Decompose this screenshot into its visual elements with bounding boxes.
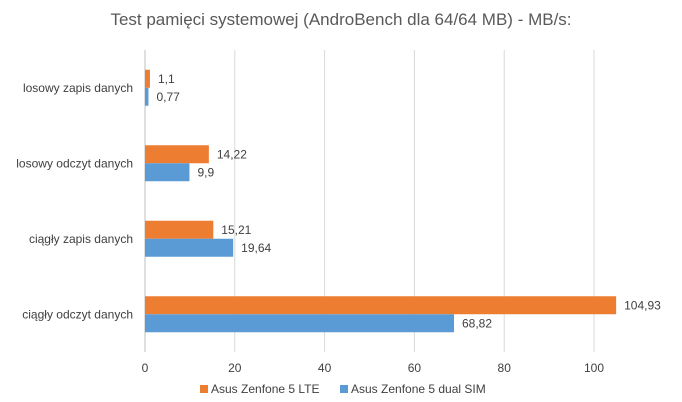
x-tick-label: 80 xyxy=(498,361,512,375)
legend-swatch xyxy=(340,385,348,393)
bar xyxy=(145,314,455,333)
legend-label: Asus Zenfone 5 dual SIM xyxy=(351,382,486,396)
bar xyxy=(145,296,617,315)
bar xyxy=(145,220,214,239)
data-label: 104,93 xyxy=(624,298,661,312)
legend-swatch xyxy=(200,385,208,393)
legend-label: Asus Zenfone 5 LTE xyxy=(211,382,320,396)
data-label: 0,77 xyxy=(156,90,180,104)
bar xyxy=(145,69,150,88)
x-tick-label: 20 xyxy=(228,361,242,375)
data-label: 14,22 xyxy=(217,147,247,161)
category-label: ciągły odczyt danych xyxy=(22,307,133,321)
bar xyxy=(145,238,234,257)
x-tick-label: 100 xyxy=(584,361,604,375)
bar xyxy=(145,145,209,164)
x-tick-label: 0 xyxy=(142,361,149,375)
bar xyxy=(145,87,149,106)
category-label: ciągły zapis danych xyxy=(29,232,133,246)
data-label: 9,9 xyxy=(197,165,214,179)
x-tick-label: 60 xyxy=(408,361,422,375)
data-label: 1,1 xyxy=(158,72,175,86)
x-tick-label: 40 xyxy=(318,361,332,375)
chart-title: Test pamięci systemowej (AndroBench dla … xyxy=(110,10,571,29)
data-label: 15,21 xyxy=(221,223,251,237)
data-label: 68,82 xyxy=(462,316,492,330)
bar xyxy=(145,163,190,182)
category-label: losowy zapis danych xyxy=(23,81,133,95)
category-label: losowy odczyt danych xyxy=(16,156,133,170)
data-label: 19,64 xyxy=(241,241,271,255)
